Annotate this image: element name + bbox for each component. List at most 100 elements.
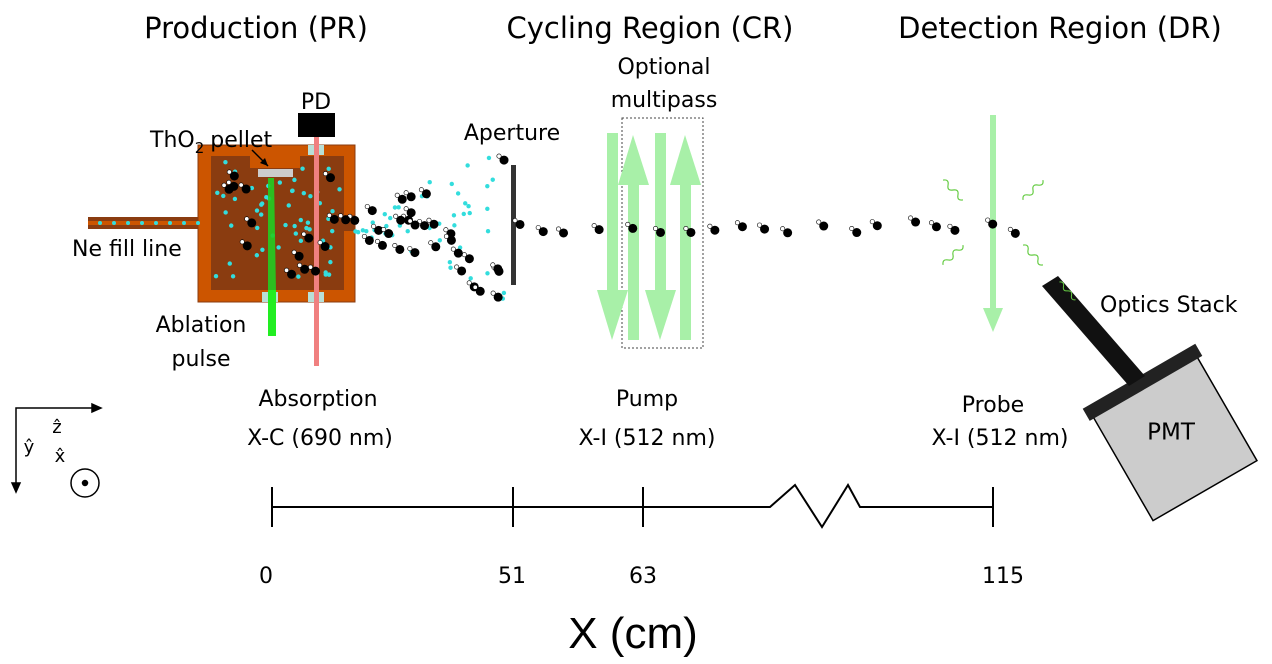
particle <box>464 254 474 264</box>
particle <box>468 276 473 281</box>
particle <box>226 169 232 175</box>
particle <box>374 238 380 244</box>
particle <box>535 225 541 231</box>
particle <box>420 221 430 231</box>
particle <box>448 265 453 270</box>
particle <box>305 220 311 225</box>
particle <box>298 217 304 223</box>
particle <box>707 223 713 229</box>
particle <box>410 220 420 230</box>
particle <box>501 290 507 296</box>
particle <box>311 266 321 276</box>
particle <box>911 217 921 227</box>
probe-beam <box>983 115 1003 332</box>
particle <box>325 173 335 183</box>
particle <box>395 244 405 254</box>
shape <box>942 179 964 201</box>
particle <box>382 211 387 217</box>
photodiode <box>298 113 335 137</box>
particle <box>475 286 485 296</box>
pellet-label: ThO2 pellet <box>149 128 273 157</box>
particle <box>455 191 461 196</box>
particle <box>307 227 312 232</box>
particle <box>140 221 144 225</box>
particle <box>656 227 666 237</box>
particle <box>410 248 420 258</box>
particle <box>259 202 264 207</box>
particle <box>446 235 456 245</box>
particle <box>367 206 377 216</box>
particle <box>594 225 604 235</box>
particle <box>486 155 492 161</box>
particle <box>326 272 332 277</box>
particle <box>126 221 130 225</box>
particle <box>384 223 389 229</box>
shape <box>1022 244 1044 266</box>
laser-name: Probe <box>962 393 1024 418</box>
scale-bar <box>271 483 994 529</box>
particle <box>326 166 331 172</box>
particle <box>472 284 478 290</box>
laser-name: Pump <box>616 387 678 412</box>
particle <box>407 246 413 252</box>
particle <box>249 185 255 191</box>
particle <box>293 231 299 236</box>
particle <box>360 228 366 233</box>
particle <box>931 222 941 232</box>
particle <box>947 223 953 229</box>
optics-label: Optics Stack <box>1100 293 1238 318</box>
particle <box>320 241 330 251</box>
particle <box>230 274 236 279</box>
particle <box>437 238 442 243</box>
particle <box>291 249 297 255</box>
pd-label: PD <box>301 90 331 115</box>
particle <box>292 223 297 229</box>
particle <box>757 222 763 228</box>
particle <box>330 208 335 214</box>
particle <box>227 261 232 266</box>
multipass-label: Optional <box>617 55 710 80</box>
scale-tick: 0 <box>259 564 273 589</box>
particle <box>255 225 260 231</box>
particle <box>985 217 991 223</box>
particle <box>396 205 401 210</box>
particle <box>308 193 313 199</box>
particle <box>653 225 659 231</box>
particle <box>338 213 344 219</box>
fill-line-label: Ne fill line <box>72 237 182 262</box>
particle <box>242 241 252 251</box>
particle <box>490 262 496 268</box>
particle <box>298 238 304 244</box>
particle <box>238 182 244 188</box>
ablation-beam <box>268 178 276 292</box>
particle <box>361 233 367 239</box>
particle <box>450 246 456 252</box>
particle <box>350 215 360 225</box>
region-title: Cycling Region (CR) <box>507 11 794 45</box>
particle <box>1007 226 1013 232</box>
particle <box>683 225 689 231</box>
particle <box>452 223 457 228</box>
particle <box>559 228 569 238</box>
particle <box>301 231 307 237</box>
particle <box>301 190 307 196</box>
scale-title: X (cm) <box>568 609 698 658</box>
particle <box>403 206 409 212</box>
scale-tick: 115 <box>982 564 1024 589</box>
particle <box>490 290 496 296</box>
particle <box>512 217 518 223</box>
multipass-box <box>621 117 704 349</box>
particle <box>154 221 158 225</box>
laser-name: Absorption <box>258 387 377 412</box>
shape <box>1022 179 1044 201</box>
particle <box>284 267 290 273</box>
particle <box>244 216 250 222</box>
particle <box>247 218 257 228</box>
particle <box>300 166 305 171</box>
particle <box>538 227 548 237</box>
photon <box>1059 281 1076 301</box>
scale-tick: 51 <box>498 564 526 589</box>
particle <box>403 190 409 196</box>
particle <box>453 248 463 258</box>
